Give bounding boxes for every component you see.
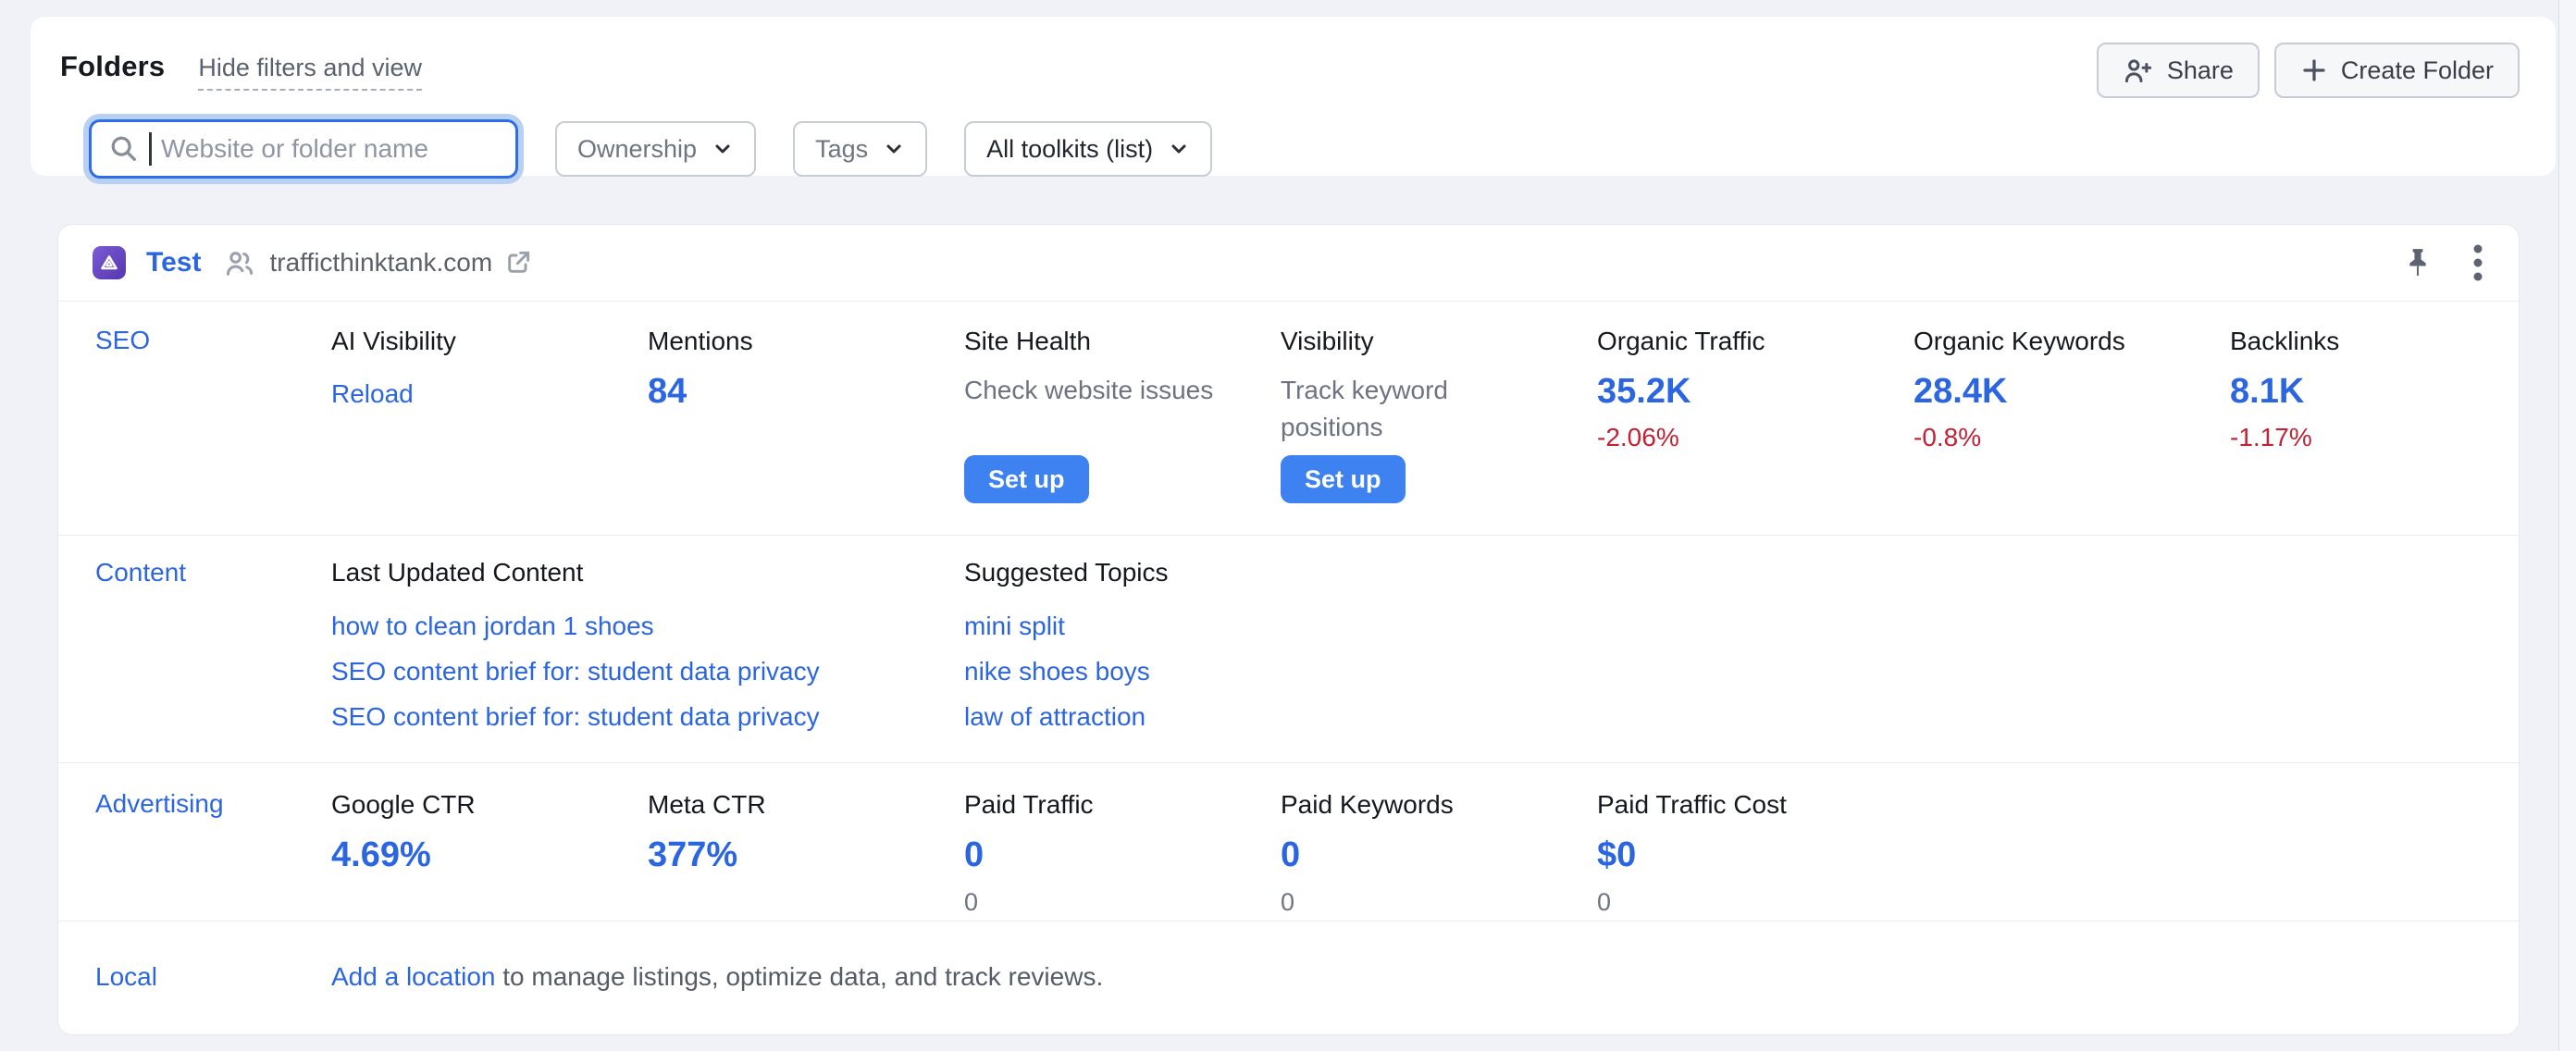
topic-link[interactable]: law of attraction [964, 702, 1146, 731]
backlinks-delta: -1.17% [2230, 423, 2312, 451]
share-button-label: Share [2166, 56, 2234, 84]
folder-domain: trafficthinktank.com [269, 248, 493, 277]
paid-keywords-label: Paid Keywords [1281, 790, 1454, 819]
mentions-label: Mentions [648, 327, 753, 355]
plus-icon [2300, 56, 2328, 84]
external-link-icon[interactable] [503, 248, 533, 278]
pin-folder-button[interactable] [2396, 240, 2439, 286]
paid-traffic-cost-label: Paid Traffic Cost [1597, 790, 1787, 819]
text-cursor [149, 132, 152, 166]
search-input[interactable] [161, 134, 499, 164]
hide-filters-link[interactable]: Hide filters and view [198, 54, 422, 91]
meta-ctr-value: 377% [648, 835, 738, 874]
folder-card-header: Test trafficthinktank.com [58, 225, 2519, 302]
advertising-row: Advertising Google CTR 4.69% Meta CTR 37… [58, 763, 2519, 921]
folder-menu-button[interactable] [2465, 236, 2491, 290]
organic-keywords-cell: Organic Keywords 28.4K -0.8% [1913, 326, 2230, 452]
topic-link[interactable]: nike shoes boys [964, 657, 1150, 686]
visibility-desc: Track keyword positions [1281, 376, 1449, 441]
toolkits-dropdown[interactable]: All toolkits (list) [964, 121, 1213, 177]
add-location-link[interactable]: Add a location [331, 962, 496, 991]
chevron-down-icon [883, 138, 905, 160]
page-title: Folders [60, 50, 166, 82]
pin-icon [2404, 247, 2432, 278]
local-cell: Add a location to manage listings, optim… [331, 962, 2519, 992]
seo-row: SEO AI Visibility Reload Mentions 84 Sit… [58, 302, 2519, 536]
filters-panel: Folders Hide filters and view Share Crea… [31, 17, 2556, 179]
reload-link[interactable]: Reload [331, 379, 414, 408]
site-health-desc: Check website issues [964, 376, 1214, 404]
content-section-link[interactable]: Content [95, 558, 187, 587]
backlinks-value: 8.1K [2230, 372, 2305, 411]
organic-traffic-delta: -2.06% [1597, 423, 1679, 451]
suggested-topics-cell: Suggested Topics mini split nike shoes b… [964, 558, 1281, 731]
visibility-cell: Visibility Track keyword positions Set u… [1281, 326, 1597, 503]
paid-traffic-sub-value: 0 [964, 888, 979, 916]
organic-traffic-label: Organic Traffic [1597, 327, 1765, 355]
folder-search-box[interactable] [89, 119, 518, 179]
kebab-menu-icon [2472, 243, 2483, 282]
scrollbar-track[interactable] [2558, 0, 2576, 1051]
chevron-down-icon [712, 138, 734, 160]
share-button[interactable]: Share [2096, 43, 2260, 98]
folder-favicon [93, 246, 126, 279]
site-health-setup-button[interactable]: Set up [964, 455, 1089, 503]
paid-traffic-value: 0 [964, 835, 985, 874]
last-updated-content-cell: Last Updated Content how to clean jordan… [331, 558, 964, 731]
content-row: Content Last Updated Content how to clea… [58, 536, 2519, 763]
tags-dropdown[interactable]: Tags [793, 121, 928, 177]
google-ctr-cell: Google CTR 4.69% [331, 789, 648, 875]
paid-keywords-value: 0 [1281, 835, 1301, 874]
mentions-cell: Mentions 84 [648, 326, 964, 412]
google-ctr-label: Google CTR [331, 790, 476, 819]
last-updated-content-label: Last Updated Content [331, 558, 584, 587]
content-link[interactable]: SEO content brief for: student data priv… [331, 657, 820, 686]
visibility-label: Visibility [1281, 327, 1374, 355]
content-link[interactable]: how to clean jordan 1 shoes [331, 612, 654, 640]
user-plus-icon [2123, 56, 2154, 84]
shared-users-icon [223, 248, 256, 278]
create-folder-button[interactable]: Create Folder [2273, 43, 2520, 98]
organic-traffic-cell: Organic Traffic 35.2K -2.06% [1597, 326, 1913, 452]
ai-visibility-cell: AI Visibility Reload [331, 326, 648, 409]
paid-keywords-cell: Paid Keywords 0 0 [1281, 789, 1597, 917]
organic-traffic-value: 35.2K [1597, 372, 1691, 411]
content-link[interactable]: SEO content brief for: student data priv… [331, 702, 820, 731]
folder-name-link[interactable]: Test [146, 247, 202, 278]
paid-traffic-cost-cell: Paid Traffic Cost $0 0 [1597, 789, 1913, 917]
google-ctr-value: 4.69% [331, 835, 431, 874]
organic-keywords-label: Organic Keywords [1913, 327, 2125, 355]
tags-dropdown-label: Tags [815, 134, 869, 163]
folder-card: Test trafficthinktank.com [57, 224, 2520, 1035]
site-health-label: Site Health [964, 327, 1091, 355]
search-icon [108, 133, 140, 165]
visibility-setup-button[interactable]: Set up [1281, 455, 1406, 503]
paid-traffic-label: Paid Traffic [964, 790, 1094, 819]
paid-traffic-cell: Paid Traffic 0 0 [964, 789, 1281, 917]
create-folder-button-label: Create Folder [2340, 56, 2494, 84]
local-description: to manage listings, optimize data, and t… [495, 962, 1104, 991]
site-health-cell: Site Health Check website issues Set up [964, 326, 1281, 503]
paid-traffic-cost-value: $0 [1597, 835, 1637, 874]
chevron-down-icon [1168, 138, 1190, 160]
backlinks-cell: Backlinks 8.1K -1.17% [2230, 326, 2519, 452]
toolkits-dropdown-label: All toolkits (list) [986, 134, 1154, 163]
organic-keywords-value: 28.4K [1913, 372, 2008, 411]
mentions-value: 84 [648, 372, 687, 411]
seo-section-link[interactable]: SEO [95, 326, 151, 354]
advertising-section-link[interactable]: Advertising [95, 789, 224, 818]
organic-keywords-delta: -0.8% [1913, 423, 1982, 451]
paid-keywords-sub-value: 0 [1281, 888, 1295, 916]
local-section-link[interactable]: Local [95, 962, 157, 991]
suggested-topics-label: Suggested Topics [964, 558, 1169, 587]
meta-ctr-cell: Meta CTR 377% [648, 789, 964, 875]
ai-visibility-label: AI Visibility [331, 327, 456, 355]
paid-traffic-cost-sub-value: 0 [1597, 888, 1612, 916]
backlinks-label: Backlinks [2230, 327, 2340, 355]
topic-link[interactable]: mini split [964, 612, 1065, 640]
local-row: Local Add a location to manage listings,… [58, 921, 2519, 1036]
meta-ctr-label: Meta CTR [648, 790, 766, 819]
ownership-dropdown-label: Ownership [577, 134, 698, 163]
ownership-dropdown[interactable]: Ownership [555, 121, 757, 177]
